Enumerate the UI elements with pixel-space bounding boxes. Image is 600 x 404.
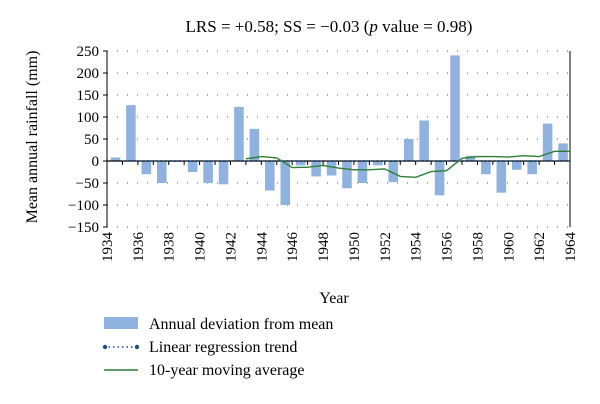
y-tick-label--50: −50 (76, 176, 99, 192)
y-ticks: 250 200 150 100 50 0 −50 −100 −150 (68, 44, 107, 236)
x-tick-label-1944: 1944 (254, 232, 270, 263)
bar-1947 (295, 161, 306, 166)
bar-1956 (434, 161, 445, 196)
x-tick-label-1964: 1964 (563, 232, 579, 263)
bar-1954 (403, 139, 414, 161)
bar-1945 (265, 161, 275, 191)
y-tick-label-250: 250 (77, 44, 100, 60)
bar-1953 (388, 161, 399, 183)
x-ticks: 1934 1936 1938 1940 1942 1944 1946 1948 1950 1952… (100, 161, 579, 262)
x-tick-label-1954: 1954 (409, 232, 425, 263)
x-tick-label-1934: 1934 (100, 232, 116, 263)
x-tick-label-1948: 1948 (316, 232, 332, 262)
bar-1942 (218, 161, 229, 185)
y-tick-label-150: 150 (77, 88, 100, 104)
legend-swatch-trend-dot-left (102, 344, 108, 350)
y-tick-label--100: −100 (68, 198, 99, 214)
y-axis-label: Mean annual rainfall (mm) (24, 51, 41, 224)
x-tick-label-1962: 1962 (532, 232, 548, 262)
bar-1959 (481, 161, 491, 175)
x-tick-label-1942: 1942 (223, 232, 239, 262)
bar-1957 (450, 55, 460, 161)
bar-1949 (326, 161, 337, 176)
bar-1940 (187, 161, 198, 172)
bar-1948 (311, 161, 321, 177)
x-tick-label-1950: 1950 (347, 232, 363, 262)
bar-1950 (342, 161, 352, 189)
x-tick-label-1938: 1938 (162, 232, 178, 262)
bar-1938 (157, 161, 167, 183)
bar-1935 (110, 157, 121, 161)
x-tick-label-1946: 1946 (285, 232, 301, 263)
legend-label-trend: Linear regression trend (149, 339, 297, 356)
bar-1961 (511, 161, 522, 170)
legend-label-bar: Annual deviation from mean (149, 316, 333, 333)
bar-1941 (203, 161, 213, 183)
bar-1963 (542, 123, 553, 161)
x-tick-label-1940: 1940 (193, 232, 209, 262)
bar-1962 (527, 161, 537, 175)
bar-1964 (558, 143, 568, 161)
y-tick-label-0: 0 (92, 154, 100, 170)
bars (110, 55, 568, 205)
axes (106, 51, 571, 227)
y-tick-label-100: 100 (77, 110, 100, 126)
bar-1943 (234, 106, 244, 161)
bar-1955 (419, 120, 429, 161)
chart-title-p: p (368, 17, 378, 36)
bar-1937 (141, 161, 152, 175)
series-10-year-moving-average (245, 150, 570, 178)
legend-swatch-trend-dot-right (134, 344, 140, 350)
x-axis-label: Year (319, 290, 349, 307)
y-tick-label-200: 200 (77, 66, 100, 82)
series-lines (122, 150, 570, 178)
legend-swatch-bar (104, 317, 138, 329)
chart-title-pre: LRS = +0.58; SS = −0.03 ( (186, 17, 370, 36)
bar-1944 (249, 128, 260, 161)
legend: Annual deviation from mean Linear regres… (102, 316, 333, 379)
chart-title-post: value = 0.98) (378, 17, 473, 36)
y-tick-label--150: −150 (68, 220, 99, 236)
bar-1960 (496, 161, 507, 193)
legend-label-moving-average: 10-year moving average (149, 362, 304, 379)
bar-1951 (357, 161, 368, 183)
y-tick-label-50: 50 (84, 132, 99, 148)
bar-1936 (126, 105, 136, 161)
x-tick-label-1956: 1956 (440, 232, 456, 263)
x-tick-label-1936: 1936 (131, 232, 147, 263)
bar-1946 (280, 161, 291, 205)
bar-1952 (373, 161, 383, 166)
x-tick-label-1952: 1952 (378, 232, 394, 262)
x-tick-label-1960: 1960 (501, 232, 517, 262)
grid (107, 50, 570, 228)
bar-1958 (465, 155, 476, 161)
x-tick-label-1958: 1958 (470, 232, 486, 262)
chart-title: LRS = +0.58; SS = −0.03 (p value = 0.98) (186, 17, 473, 36)
